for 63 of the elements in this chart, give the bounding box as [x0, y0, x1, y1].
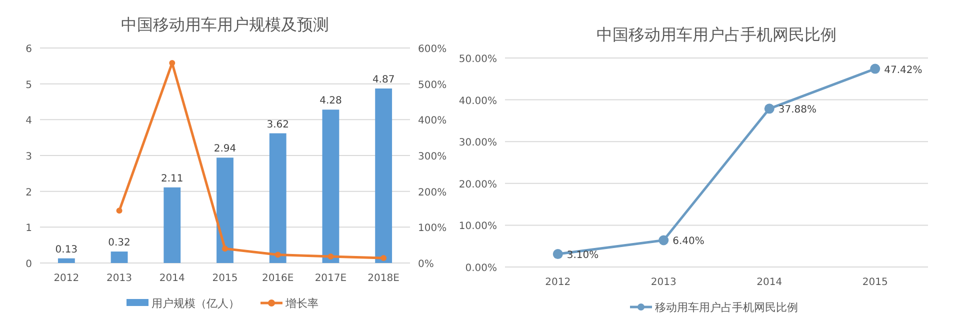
bar: [216, 158, 234, 263]
x-tick-label: 2015: [862, 277, 888, 288]
y2-tick-label: 200%: [418, 187, 447, 198]
data-label: 3.10%: [566, 250, 599, 262]
y-tick-label: 2: [26, 187, 32, 198]
bar: [375, 88, 392, 263]
point: [328, 254, 334, 260]
point: [116, 208, 122, 214]
data-label: 0.13: [55, 244, 78, 256]
y-tick-label: 4: [26, 116, 32, 127]
point: [380, 254, 387, 261]
x-tick-label: 2015: [212, 273, 238, 284]
point: [274, 252, 281, 258]
data-label: 2.94: [214, 144, 236, 155]
y-tick-label: 30.00%: [458, 138, 497, 149]
legend-label: 增长率: [284, 297, 318, 310]
y2-tick-label: 600%: [418, 44, 447, 55]
bar: [269, 133, 286, 263]
y-tick-label: 6: [26, 44, 32, 55]
x-tick-label: 2013: [106, 273, 132, 284]
x-tick-label: 2012: [545, 277, 571, 288]
bar: [110, 252, 128, 263]
x-tick-label: 2014: [756, 277, 782, 288]
bar: [322, 110, 340, 263]
y-tick-label: 10.00%: [458, 221, 497, 232]
legend-label: 用户规模（亿人）: [152, 297, 240, 310]
x-tick-label: 2016E: [262, 273, 294, 284]
data-label: 47.42%: [884, 64, 922, 76]
point: [552, 249, 563, 260]
data-label: 4.28: [320, 96, 342, 107]
bar: [58, 258, 75, 263]
y-tick-label: 0: [26, 259, 32, 270]
y2-tick-label: 100%: [418, 223, 447, 234]
data-label: 6.40%: [672, 236, 704, 248]
y2-tick-label: 0%: [418, 259, 434, 270]
data-label: 2.11: [161, 173, 184, 184]
chart-title: 中国移动用车用户占手机网民比例: [596, 25, 836, 44]
y2-tick-label: 300%: [418, 152, 447, 162]
y2-tick-label: 400%: [418, 116, 447, 127]
x-tick-label: 2013: [650, 277, 676, 288]
legend-label: 移动用车用户占手机网民比例: [655, 301, 798, 314]
y-tick-label: 3: [26, 152, 32, 162]
chart-title: 中国移动用车用户规模及预测: [121, 15, 329, 34]
data-label: 0.32: [108, 238, 130, 249]
data-label: 3.62: [266, 119, 289, 130]
y-tick-label: 1: [26, 223, 32, 234]
y-tick-label: 0.00%: [465, 263, 497, 274]
y2-tick-label: 500%: [418, 80, 447, 91]
x-tick-label: 2017E: [314, 273, 347, 284]
bar: [164, 187, 181, 263]
data-label: 37.88%: [778, 104, 817, 116]
y-tick-label: 20.00%: [458, 179, 497, 190]
y-tick-label: 40.00%: [458, 96, 497, 107]
point: [658, 235, 669, 246]
x-tick-label: 2012: [54, 273, 80, 284]
y-tick-label: 50.00%: [458, 54, 497, 65]
data-label: 4.87: [372, 74, 395, 86]
x-tick-label: 2018E: [368, 273, 400, 284]
point: [764, 104, 774, 114]
point: [870, 64, 880, 74]
y-tick-label: 5: [26, 80, 32, 91]
point: [222, 246, 228, 252]
x-tick-label: 2014: [159, 273, 185, 284]
